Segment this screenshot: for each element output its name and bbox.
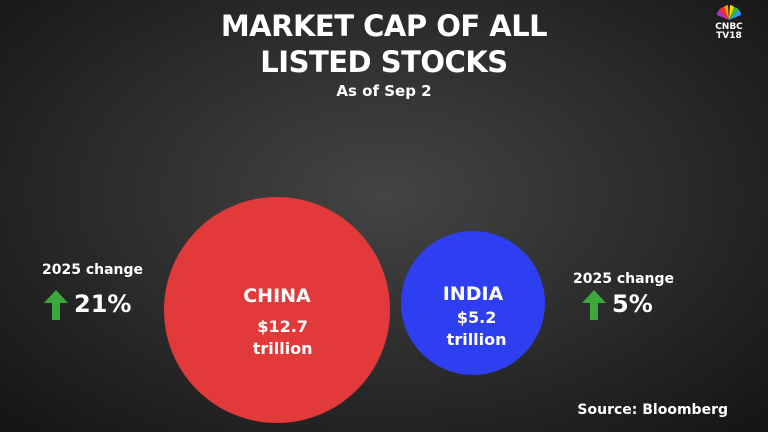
source: Source: Bloomberg — [577, 402, 728, 418]
logo: CNBC TV18 — [704, 4, 754, 41]
change-value: 21% — [74, 290, 132, 318]
bubble — [400, 230, 546, 376]
logo-icon — [716, 5, 742, 20]
value-label: $12.7 trillion — [252, 316, 313, 358]
logo-text: TV18 — [716, 31, 742, 41]
up-arrow — [44, 290, 68, 320]
logo-text: CNBC — [715, 22, 743, 32]
change-value: 5% — [612, 290, 653, 318]
chart-title: MARKET CAP OF ALL LISTED STOCKS — [220, 9, 548, 79]
change-heading: 2025 change — [42, 262, 144, 278]
value-label: $5.2 trillion — [446, 307, 507, 349]
change-heading: 2025 change — [573, 271, 675, 287]
chart-subtitle: As of Sep 2 — [336, 82, 432, 100]
bubble — [164, 197, 390, 423]
category-label: INDIA — [442, 283, 504, 306]
up-arrow — [582, 290, 606, 320]
category-label: CHINA — [243, 285, 311, 308]
